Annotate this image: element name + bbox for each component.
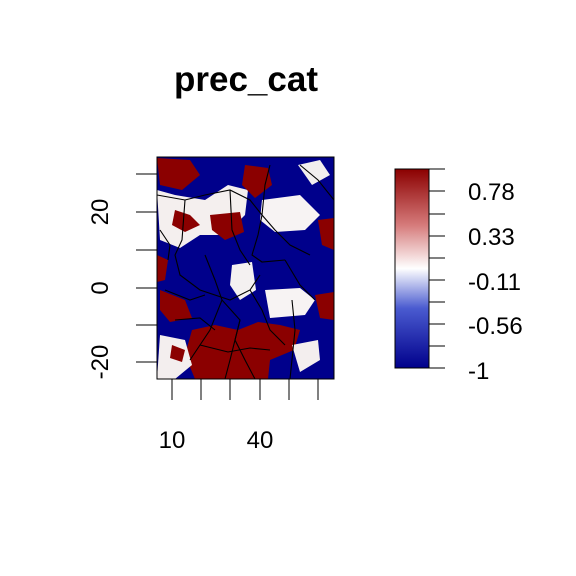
legend-label: 0.78 (468, 179, 515, 206)
legend-ticks (429, 168, 445, 369)
y-tick-label: 0 (87, 281, 114, 294)
x-axis (171, 379, 319, 400)
y-tick-label: 20 (87, 199, 114, 226)
legend-label: -1 (468, 358, 489, 385)
map-frame (156, 156, 335, 380)
legend-label: 0.33 (468, 224, 515, 251)
legend-label: -0.56 (468, 313, 523, 340)
country-borders (157, 164, 334, 379)
legend-label: -0.11 (468, 269, 521, 296)
y-tick-label: -20 (87, 345, 114, 380)
map-title: prec_cat (174, 60, 318, 99)
x-tick-label: 10 (159, 427, 186, 454)
raster-map (157, 157, 334, 379)
legend-color-bar (394, 168, 430, 369)
y-axis (136, 173, 157, 363)
color-legend: 0.78 0.33 -0.11 -0.56 -1 (394, 168, 523, 385)
x-tick-label: 40 (247, 427, 274, 454)
